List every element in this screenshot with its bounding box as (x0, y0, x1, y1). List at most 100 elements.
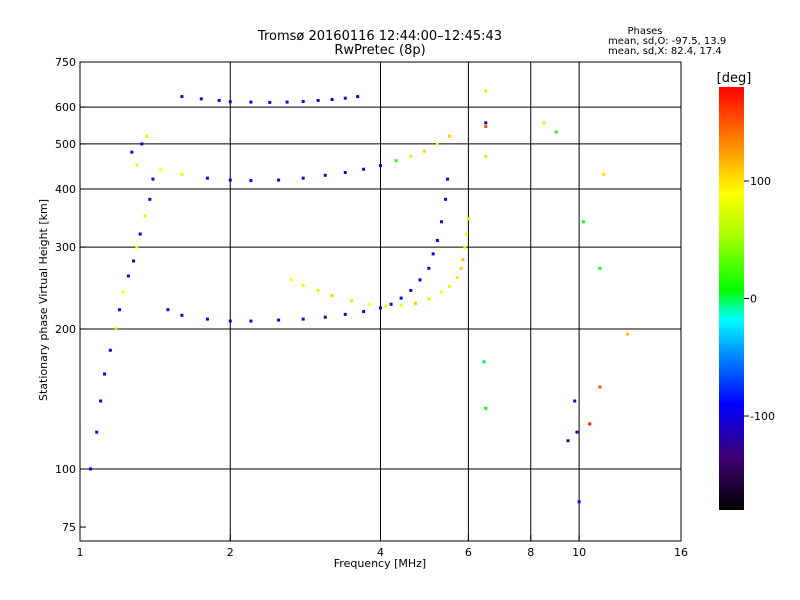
data-point (566, 439, 570, 443)
data-point (448, 284, 452, 288)
x-tick-label: 4 (377, 546, 384, 559)
data-point (151, 177, 155, 181)
data-point (581, 220, 585, 224)
y-tick-label: 500 (55, 138, 76, 151)
phase-x-stats: mean, sd,X: 82.4, 17.4 (608, 46, 722, 57)
data-point (114, 327, 118, 331)
data-point (448, 134, 452, 138)
y-tick-label: 200 (55, 323, 76, 336)
data-point (542, 121, 546, 125)
data-point (367, 302, 371, 306)
data-point (138, 232, 142, 236)
x-tick-label: 6 (465, 546, 472, 559)
data-point (409, 154, 413, 158)
data-point (356, 95, 360, 99)
data-point (135, 245, 139, 249)
colorbar-unit-label: [deg] (717, 71, 752, 86)
data-point (463, 245, 467, 249)
data-point (217, 98, 221, 102)
chart-title-line-1: Tromsø 20160116 12:44:00–12:45:43 (257, 29, 502, 44)
data-point (343, 312, 347, 316)
colorbar-tick-label: 100 (750, 175, 771, 188)
data-point (249, 100, 253, 104)
data-point (444, 197, 448, 201)
data-point (602, 172, 606, 176)
data-point (301, 284, 305, 288)
y-tick-label: 600 (55, 101, 76, 114)
data-point (121, 290, 125, 294)
data-point (228, 178, 232, 182)
y-tick-label: 750 (55, 56, 76, 69)
data-point (409, 288, 413, 292)
data-point (103, 372, 107, 376)
data-point (625, 332, 629, 336)
data-point (316, 288, 320, 292)
x-tick-label: 16 (674, 546, 688, 559)
data-point (277, 318, 281, 322)
data-point (285, 100, 289, 104)
data-point (205, 176, 209, 180)
data-point (289, 278, 293, 282)
x-tick-label: 10 (572, 546, 586, 559)
colorbar-tick-label: 0 (750, 293, 757, 306)
data-point (431, 252, 435, 256)
data-point (484, 124, 488, 128)
data-point (461, 258, 465, 262)
data-point (389, 302, 393, 306)
data-point (399, 303, 403, 307)
data-point (95, 430, 99, 434)
data-point (588, 422, 592, 426)
data-point (379, 306, 382, 310)
data-point (435, 142, 439, 146)
data-point (343, 170, 347, 174)
data-point (148, 197, 152, 201)
data-point (330, 294, 334, 298)
data-point (427, 266, 431, 270)
data-point (466, 217, 470, 221)
data-point (180, 172, 184, 176)
data-point (484, 154, 488, 158)
y-axis-ticks: 75 100 200 300 400 500 600 750 (55, 56, 86, 534)
data-point (268, 100, 272, 104)
data-point (554, 130, 558, 134)
data-points (89, 89, 629, 504)
data-point (394, 159, 398, 163)
data-point (362, 310, 366, 314)
phases-heading: Phases (627, 26, 662, 37)
y-axis-label: Stationary phase Virtual Height [km] (37, 199, 50, 401)
data-point (484, 89, 488, 93)
data-point (343, 96, 347, 100)
colorbar: [deg] 100 0 -100 (717, 71, 775, 510)
data-point (446, 177, 450, 181)
y-tick-label: 300 (55, 241, 76, 254)
data-point (145, 134, 149, 138)
data-point (440, 220, 444, 224)
data-point (379, 164, 382, 168)
y-tick-label: 100 (55, 463, 76, 476)
data-point (228, 100, 232, 104)
x-axis-label: Frequency [MHz] (334, 557, 426, 570)
x-axis-ticks: 1 2 4 6 8 10 16 (77, 535, 688, 559)
data-point (427, 297, 431, 301)
data-point (140, 142, 144, 146)
data-point (126, 274, 130, 278)
data-point (130, 150, 134, 154)
data-point (249, 319, 253, 323)
data-point (482, 360, 486, 364)
y-tick-label: 400 (55, 183, 76, 196)
phase-statistics: Phases mean, sd,O: -97.5, 13.9 mean, sd,… (608, 26, 726, 57)
data-point (301, 99, 305, 103)
data-point (132, 259, 136, 263)
grid-lines (80, 62, 681, 541)
data-point (362, 167, 366, 171)
data-point (205, 317, 209, 321)
data-point (228, 319, 232, 323)
data-point (135, 163, 139, 167)
phase-o-stats: mean, sd,O: -97.5, 13.9 (608, 36, 726, 47)
data-point (249, 179, 253, 183)
data-point (435, 238, 439, 242)
data-point (143, 214, 147, 218)
data-point (422, 149, 426, 153)
data-point (301, 176, 305, 180)
